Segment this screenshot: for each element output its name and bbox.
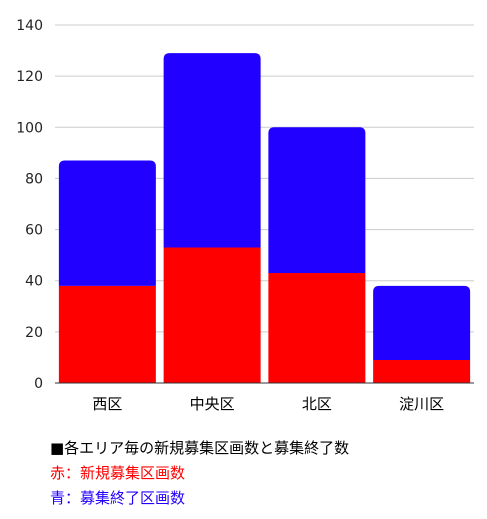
- legend-heading: ■各エリア毎の新規募集区画数と募集終了数: [50, 439, 350, 457]
- bar-segment: [163, 53, 261, 248]
- y-tick-label: 120: [16, 69, 43, 85]
- x-tick-label: 淀川区: [399, 395, 444, 413]
- bar-segment: [373, 285, 471, 360]
- y-tick-label: 40: [25, 274, 43, 290]
- x-tick-label: 西区: [92, 395, 122, 413]
- bar-segment: [58, 285, 156, 383]
- y-tick-label: 80: [25, 171, 43, 187]
- stacked-bar-chart: 0 20 40 60 80 100 120 140 西区 中央区 北区 淀川区: [16, 18, 474, 413]
- bar-segment: [58, 160, 156, 286]
- x-tick-label: 中央区: [190, 395, 235, 413]
- y-tick-label: 60: [25, 223, 43, 239]
- bar-segment: [163, 247, 261, 383]
- legend-blue-entry: 青：募集終了区画数: [50, 489, 186, 507]
- legend: ■各エリア毎の新規募集区画数と募集終了数 赤：新規募集区画数 青：募集終了区画数: [50, 436, 349, 511]
- y-tick-label: 140: [16, 18, 43, 34]
- y-tick-label: 20: [25, 325, 43, 341]
- y-tick-label: 100: [16, 120, 43, 136]
- bar-segment: [268, 273, 366, 383]
- x-tick-label: 北区: [302, 395, 332, 413]
- y-tick-label: 0: [34, 376, 43, 392]
- legend-red-entry: 赤：新規募集区画数: [50, 464, 186, 482]
- bar-segment: [268, 127, 366, 274]
- bar-segment: [373, 359, 471, 383]
